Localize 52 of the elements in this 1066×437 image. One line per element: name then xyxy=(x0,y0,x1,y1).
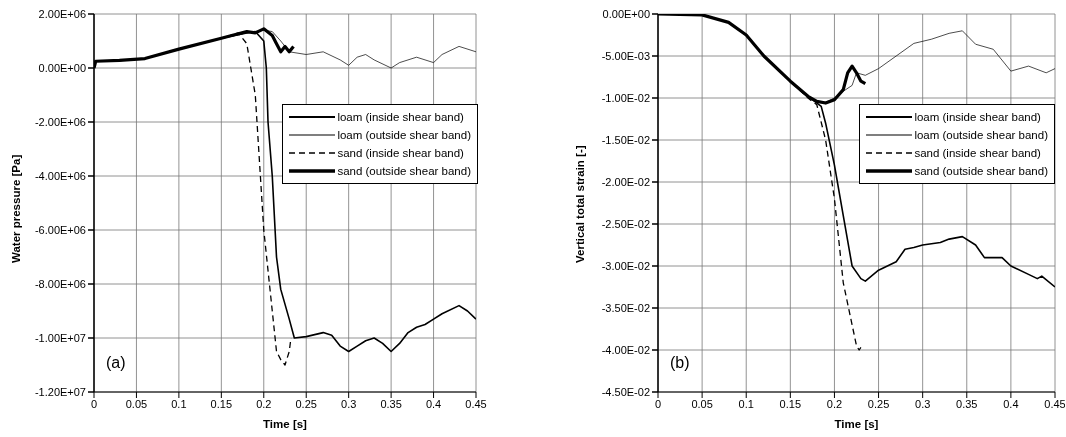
x-tick-label: 0.45 xyxy=(1044,397,1066,410)
legend-label: loam (inside shear band) xyxy=(337,111,464,123)
x-tick-label: 0.1 xyxy=(171,397,187,410)
y-tick-label: -2.00E-02 xyxy=(601,175,650,188)
y-tick-label: -1.50E-02 xyxy=(601,133,650,146)
legend-label: loam (outside shear band) xyxy=(914,129,1048,141)
legend-label: sand (inside shear band) xyxy=(337,147,464,159)
legend-label: sand (inside shear band) xyxy=(914,147,1041,159)
x-tick-label: 0.2 xyxy=(256,397,272,410)
y-tick-label: -5.00E-03 xyxy=(601,49,650,62)
y-tick-label: -1.20E+07 xyxy=(34,385,86,398)
x-tick-label: 0.4 xyxy=(1003,397,1019,410)
x-tick-label: 0 xyxy=(90,397,98,410)
legend-label: loam (outside shear band) xyxy=(337,129,471,141)
y-axis-title: Vertical total strain [-] xyxy=(574,145,587,263)
y-tick-label: -6.00E+06 xyxy=(34,223,86,236)
y-tick-label: -2.00E+06 xyxy=(34,115,86,128)
x-tick-label: 0.3 xyxy=(915,397,931,410)
y-tick-label: -8.00E+06 xyxy=(34,277,86,290)
y-tick-label: -3.50E-02 xyxy=(601,301,650,314)
x-tick-label: 0.2 xyxy=(826,397,843,410)
x-tick-label: 0.25 xyxy=(867,397,890,410)
x-tick-label: 0.35 xyxy=(380,397,402,410)
x-tick-label: 0.3 xyxy=(341,397,357,410)
x-axis-title: Time [s] xyxy=(834,418,879,430)
x-tick-label: 0.15 xyxy=(779,397,802,410)
legend-label: sand (outside shear band) xyxy=(337,165,471,177)
x-tick-label: 0.45 xyxy=(465,397,487,410)
annotation: (b) xyxy=(670,354,690,372)
legend-label: sand (outside shear band) xyxy=(914,165,1048,177)
x-tick-label: 0 xyxy=(654,397,662,410)
x-tick-label: 0.15 xyxy=(210,397,233,410)
x-tick-label: 0.25 xyxy=(295,397,317,410)
x-axis-title: Time [s] xyxy=(263,418,308,430)
y-tick-label: 2.00E+06 xyxy=(38,7,86,20)
y-tick-label: -2.50E-02 xyxy=(601,217,650,230)
x-tick-label: 0.05 xyxy=(125,397,148,410)
y-tick-label: -1.00E-02 xyxy=(601,91,650,104)
x-tick-label: 0.1 xyxy=(738,397,754,410)
y-tick-label: -1.00E+07 xyxy=(34,331,86,344)
x-tick-label: 0.05 xyxy=(691,397,713,410)
legend-label: loam (inside shear band) xyxy=(914,111,1041,123)
y-tick-label: -4.50E-02 xyxy=(601,385,650,398)
y-tick-label: 0.00E+00 xyxy=(38,61,86,74)
y-axis-title: Water pressure [Pa] xyxy=(10,154,23,263)
annotation: (a) xyxy=(106,354,126,372)
y-tick-label: 0.00E+00 xyxy=(602,7,650,20)
y-tick-label: -3.00E-02 xyxy=(601,259,650,272)
x-tick-label: 0.35 xyxy=(956,397,978,410)
y-tick-label: -4.00E+06 xyxy=(34,169,86,182)
x-tick-label: 0.4 xyxy=(425,397,442,410)
y-tick-label: -4.00E-02 xyxy=(601,343,650,356)
